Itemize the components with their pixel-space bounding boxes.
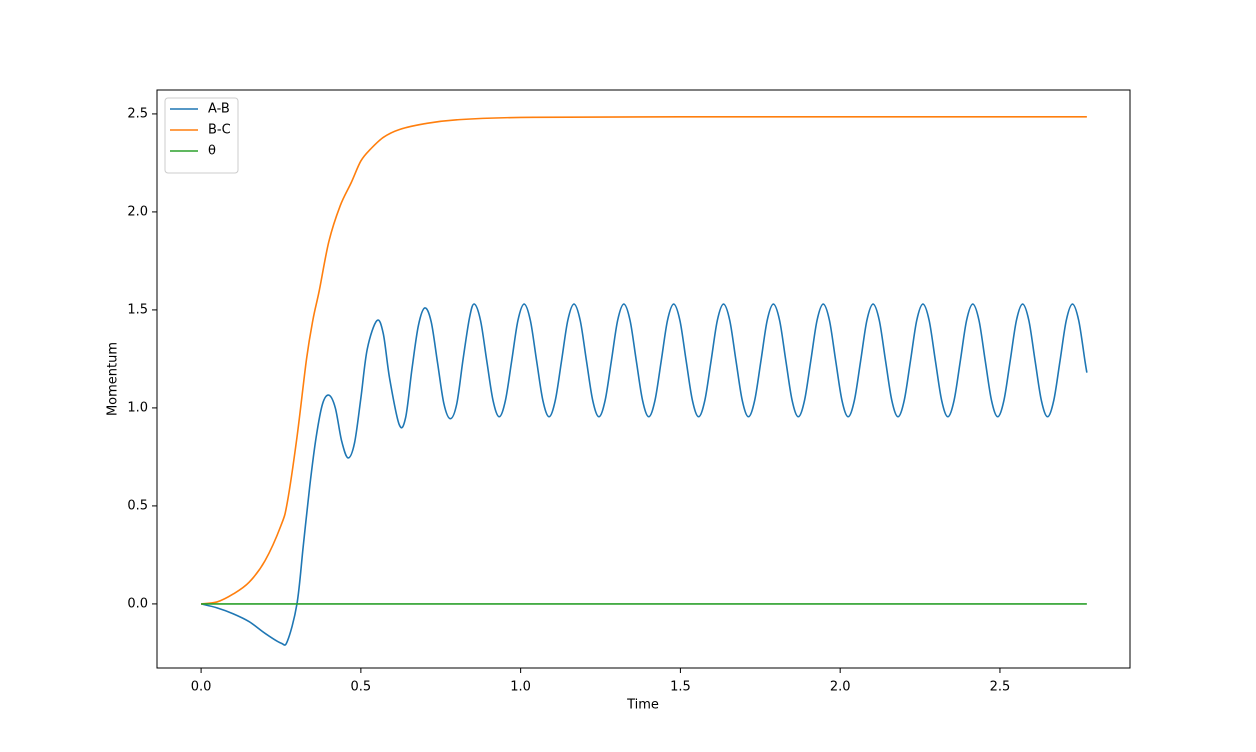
y-axis-label: Momentum bbox=[106, 342, 121, 416]
legend-label: θ bbox=[208, 144, 216, 159]
series-line bbox=[200, 303, 1088, 646]
legend-label: A-B bbox=[208, 102, 230, 117]
series-line bbox=[201, 116, 1087, 605]
y-tick-label: 2.0 bbox=[127, 204, 148, 219]
legend-label: B-C bbox=[208, 123, 231, 138]
y-tick-label: 1.5 bbox=[127, 302, 148, 317]
x-tick-label: 1.0 bbox=[510, 680, 531, 695]
x-axis-label: Time bbox=[626, 698, 659, 713]
legend-box bbox=[164, 97, 239, 174]
y-tick-label: 2.5 bbox=[127, 106, 148, 121]
y-tick-label: 0.5 bbox=[127, 498, 148, 513]
x-tick-label: 2.0 bbox=[830, 680, 851, 695]
legend: A-B B-C θ bbox=[164, 97, 239, 174]
x-tick-label: 1.5 bbox=[670, 680, 691, 695]
x-tick-label: 0.5 bbox=[351, 680, 372, 695]
x-tick-label: 2.5 bbox=[990, 680, 1011, 695]
x-tick-label: 0.0 bbox=[191, 680, 212, 695]
plot-frame bbox=[156, 89, 1131, 669]
y-tick-label: 1.0 bbox=[127, 400, 148, 415]
y-tick-label: 0.0 bbox=[127, 596, 148, 611]
